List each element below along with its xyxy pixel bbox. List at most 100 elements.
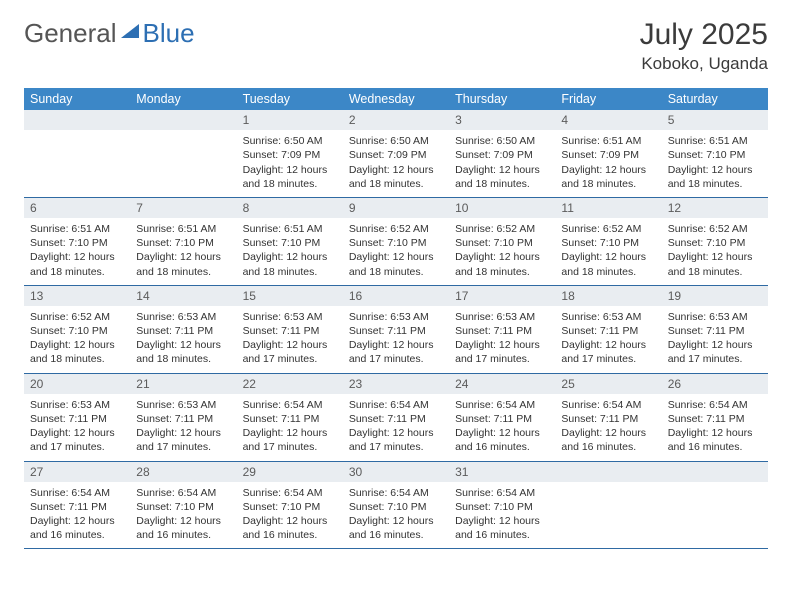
sunrise-text: Sunrise: 6:54 AM [243, 486, 337, 500]
sunrise-text: Sunrise: 6:54 AM [30, 486, 124, 500]
sunset-text: Sunset: 7:11 PM [136, 324, 230, 338]
day-details: Sunrise: 6:52 AMSunset: 7:10 PMDaylight:… [662, 218, 768, 285]
day-number: 1 [237, 110, 343, 130]
daylight-text: Daylight: 12 hours and 16 minutes. [30, 514, 124, 542]
calendar-day-cell: 9Sunrise: 6:52 AMSunset: 7:10 PMDaylight… [343, 197, 449, 285]
sunset-text: Sunset: 7:11 PM [561, 412, 655, 426]
calendar-day-cell: 15Sunrise: 6:53 AMSunset: 7:11 PMDayligh… [237, 285, 343, 373]
calendar-day-cell: 16Sunrise: 6:53 AMSunset: 7:11 PMDayligh… [343, 285, 449, 373]
daylight-text: Daylight: 12 hours and 16 minutes. [136, 514, 230, 542]
sunrise-text: Sunrise: 6:50 AM [455, 134, 549, 148]
day-number: 27 [24, 462, 130, 482]
day-number: 16 [343, 286, 449, 306]
calendar-week-row: 20Sunrise: 6:53 AMSunset: 7:11 PMDayligh… [24, 373, 768, 461]
day-number: 28 [130, 462, 236, 482]
weekday-header: Sunday [24, 88, 130, 110]
day-details: Sunrise: 6:54 AMSunset: 7:11 PMDaylight:… [237, 394, 343, 461]
day-details: Sunrise: 6:54 AMSunset: 7:11 PMDaylight:… [449, 394, 555, 461]
calendar-day-cell: 29Sunrise: 6:54 AMSunset: 7:10 PMDayligh… [237, 461, 343, 549]
sunset-text: Sunset: 7:10 PM [349, 236, 443, 250]
daylight-text: Daylight: 12 hours and 17 minutes. [243, 426, 337, 454]
sunset-text: Sunset: 7:10 PM [243, 236, 337, 250]
calendar-day-cell: 11Sunrise: 6:52 AMSunset: 7:10 PMDayligh… [555, 197, 661, 285]
day-details: Sunrise: 6:54 AMSunset: 7:11 PMDaylight:… [24, 482, 130, 549]
calendar-day-cell: 18Sunrise: 6:53 AMSunset: 7:11 PMDayligh… [555, 285, 661, 373]
calendar-day-cell: 21Sunrise: 6:53 AMSunset: 7:11 PMDayligh… [130, 373, 236, 461]
sunset-text: Sunset: 7:10 PM [668, 236, 762, 250]
brand-part2: Blue [143, 18, 195, 49]
calendar-day-cell: 20Sunrise: 6:53 AMSunset: 7:11 PMDayligh… [24, 373, 130, 461]
day-number: 6 [24, 198, 130, 218]
day-details: Sunrise: 6:54 AMSunset: 7:11 PMDaylight:… [555, 394, 661, 461]
sunset-text: Sunset: 7:10 PM [243, 500, 337, 514]
sunset-text: Sunset: 7:11 PM [668, 412, 762, 426]
day-number: 19 [662, 286, 768, 306]
weekday-header: Thursday [449, 88, 555, 110]
sunset-text: Sunset: 7:11 PM [349, 412, 443, 426]
sunrise-text: Sunrise: 6:54 AM [349, 398, 443, 412]
day-number: 31 [449, 462, 555, 482]
day-details: Sunrise: 6:52 AMSunset: 7:10 PMDaylight:… [24, 306, 130, 373]
sunrise-text: Sunrise: 6:53 AM [349, 310, 443, 324]
daylight-text: Daylight: 12 hours and 18 minutes. [243, 250, 337, 278]
sunrise-text: Sunrise: 6:53 AM [455, 310, 549, 324]
day-number: 4 [555, 110, 661, 130]
day-number: 29 [237, 462, 343, 482]
day-number: 17 [449, 286, 555, 306]
brand-logo: General Blue [24, 18, 195, 49]
sunset-text: Sunset: 7:09 PM [561, 148, 655, 162]
sunrise-text: Sunrise: 6:54 AM [136, 486, 230, 500]
daylight-text: Daylight: 12 hours and 18 minutes. [668, 250, 762, 278]
day-number [555, 462, 661, 482]
daylight-text: Daylight: 12 hours and 17 minutes. [243, 338, 337, 366]
day-details: Sunrise: 6:51 AMSunset: 7:10 PMDaylight:… [662, 130, 768, 197]
day-details: Sunrise: 6:53 AMSunset: 7:11 PMDaylight:… [130, 394, 236, 461]
day-details: Sunrise: 6:54 AMSunset: 7:10 PMDaylight:… [343, 482, 449, 549]
daylight-text: Daylight: 12 hours and 16 minutes. [455, 426, 549, 454]
calendar-day-cell: 22Sunrise: 6:54 AMSunset: 7:11 PMDayligh… [237, 373, 343, 461]
brand-part1: General [24, 18, 117, 49]
month-title: July 2025 [640, 18, 768, 52]
day-details: Sunrise: 6:53 AMSunset: 7:11 PMDaylight:… [24, 394, 130, 461]
weekday-header: Saturday [662, 88, 768, 110]
day-number [24, 110, 130, 130]
day-number: 25 [555, 374, 661, 394]
sunrise-text: Sunrise: 6:53 AM [668, 310, 762, 324]
sunset-text: Sunset: 7:10 PM [30, 236, 124, 250]
sunrise-text: Sunrise: 6:53 AM [136, 310, 230, 324]
day-details: Sunrise: 6:53 AMSunset: 7:11 PMDaylight:… [237, 306, 343, 373]
daylight-text: Daylight: 12 hours and 17 minutes. [136, 426, 230, 454]
sunrise-text: Sunrise: 6:54 AM [668, 398, 762, 412]
daylight-text: Daylight: 12 hours and 18 minutes. [30, 338, 124, 366]
sunset-text: Sunset: 7:11 PM [349, 324, 443, 338]
weekday-header: Wednesday [343, 88, 449, 110]
daylight-text: Daylight: 12 hours and 17 minutes. [668, 338, 762, 366]
sunrise-text: Sunrise: 6:54 AM [243, 398, 337, 412]
calendar-day-cell: 8Sunrise: 6:51 AMSunset: 7:10 PMDaylight… [237, 197, 343, 285]
sunrise-text: Sunrise: 6:54 AM [455, 486, 549, 500]
day-details: Sunrise: 6:53 AMSunset: 7:11 PMDaylight:… [130, 306, 236, 373]
calendar-day-cell: 19Sunrise: 6:53 AMSunset: 7:11 PMDayligh… [662, 285, 768, 373]
daylight-text: Daylight: 12 hours and 18 minutes. [136, 250, 230, 278]
sunrise-text: Sunrise: 6:51 AM [561, 134, 655, 148]
day-details: Sunrise: 6:52 AMSunset: 7:10 PMDaylight:… [343, 218, 449, 285]
daylight-text: Daylight: 12 hours and 18 minutes. [455, 250, 549, 278]
calendar-day-cell: 17Sunrise: 6:53 AMSunset: 7:11 PMDayligh… [449, 285, 555, 373]
daylight-text: Daylight: 12 hours and 16 minutes. [561, 426, 655, 454]
daylight-text: Daylight: 12 hours and 18 minutes. [243, 163, 337, 191]
day-number: 9 [343, 198, 449, 218]
sunrise-text: Sunrise: 6:52 AM [30, 310, 124, 324]
day-details: Sunrise: 6:51 AMSunset: 7:10 PMDaylight:… [130, 218, 236, 285]
calendar-week-row: 1 Sunrise: 6:50 AM Sunset: 7:09 PM Daylight… [24, 110, 768, 197]
sunset-text: Sunset: 7:10 PM [668, 148, 762, 162]
calendar-day-cell: 25Sunrise: 6:54 AMSunset: 7:11 PMDayligh… [555, 373, 661, 461]
daylight-text: Daylight: 12 hours and 16 minutes. [349, 514, 443, 542]
calendar-table: Sunday Monday Tuesday Wednesday Thursday… [24, 88, 768, 549]
sunrise-text: Sunrise: 6:50 AM [243, 134, 337, 148]
header: GeneralBlue July 2025 Koboko, Uganda [24, 18, 768, 74]
day-details: Sunrise: 6:53 AMSunset: 7:11 PMDaylight:… [449, 306, 555, 373]
day-number [130, 110, 236, 130]
day-number [662, 462, 768, 482]
day-details: Sunrise: 6:53 AMSunset: 7:11 PMDaylight:… [343, 306, 449, 373]
day-number: 18 [555, 286, 661, 306]
